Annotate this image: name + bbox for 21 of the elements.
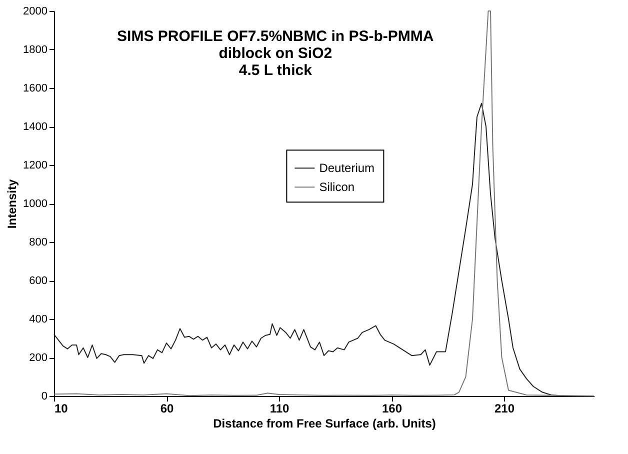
y-tick-label: 600 — [29, 275, 48, 287]
y-tick-label: 200 — [29, 352, 48, 364]
x-tick-label: 160 — [382, 402, 402, 416]
y-tick-label: 1000 — [23, 198, 48, 210]
y-tick-label: 800 — [29, 236, 48, 248]
y-tick-label: 1400 — [23, 121, 48, 133]
x-tick-label: 10 — [54, 402, 68, 416]
y-tick-label: 2000 — [23, 6, 48, 18]
x-axis-title: Distance from Free Surface (arb. Units) — [213, 416, 436, 430]
y-tick-label: 400 — [29, 314, 48, 326]
legend-label: Deuterium — [319, 161, 375, 176]
legend-label: Silicon — [319, 180, 355, 194]
text: SIMS PROFILE OF7.5%NBMC in PS-b-PMMA diblock on SiO2 4.5 L thick — [117, 28, 434, 79]
x-tick-label: 210 — [494, 402, 515, 416]
y-axis-title: Intensity — [5, 179, 20, 229]
y-tick-label: 1800 — [23, 44, 48, 56]
x-tick-label: 60 — [160, 402, 174, 416]
x-tick-label: 110 — [270, 402, 290, 416]
y-tick-label: 0 — [41, 390, 48, 402]
y-tick-label: 1200 — [23, 160, 48, 172]
y-tick-label: 1600 — [23, 82, 48, 94]
